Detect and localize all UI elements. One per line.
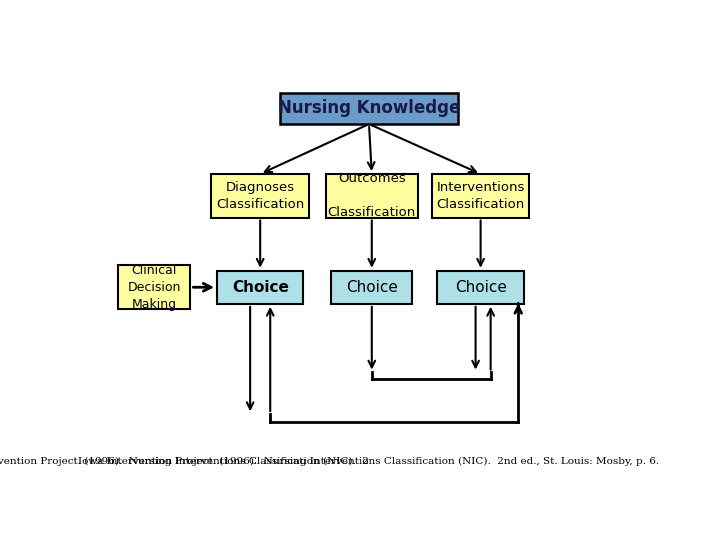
FancyBboxPatch shape (118, 266, 190, 309)
Text: Nursing Knowledge: Nursing Knowledge (278, 99, 460, 118)
FancyBboxPatch shape (279, 93, 458, 124)
Text: Choice: Choice (346, 280, 397, 295)
Text: Choice: Choice (232, 280, 289, 295)
Text: Choice: Choice (454, 280, 507, 295)
Text: Iowa Intervention Project. (1996).  Nursing Interventions Classification (NIC). : Iowa Intervention Project. (1996). Nursi… (78, 457, 660, 467)
Text: Diagnoses
Classification: Diagnoses Classification (216, 181, 305, 211)
FancyBboxPatch shape (432, 174, 529, 218)
FancyBboxPatch shape (217, 271, 303, 304)
Text: Clinical
Decision
Making: Clinical Decision Making (127, 264, 181, 310)
Text: Interventions
Classification: Interventions Classification (436, 181, 525, 211)
FancyBboxPatch shape (437, 271, 524, 304)
FancyBboxPatch shape (325, 174, 418, 218)
FancyBboxPatch shape (331, 271, 413, 304)
Text: Iowa Intervention Project. (1996).  Nursing Interventions Classification (NIC). : Iowa Intervention Project. (1996). Nursi… (0, 457, 369, 467)
Text: Outcomes

Classification: Outcomes Classification (328, 172, 416, 219)
FancyBboxPatch shape (212, 174, 309, 218)
